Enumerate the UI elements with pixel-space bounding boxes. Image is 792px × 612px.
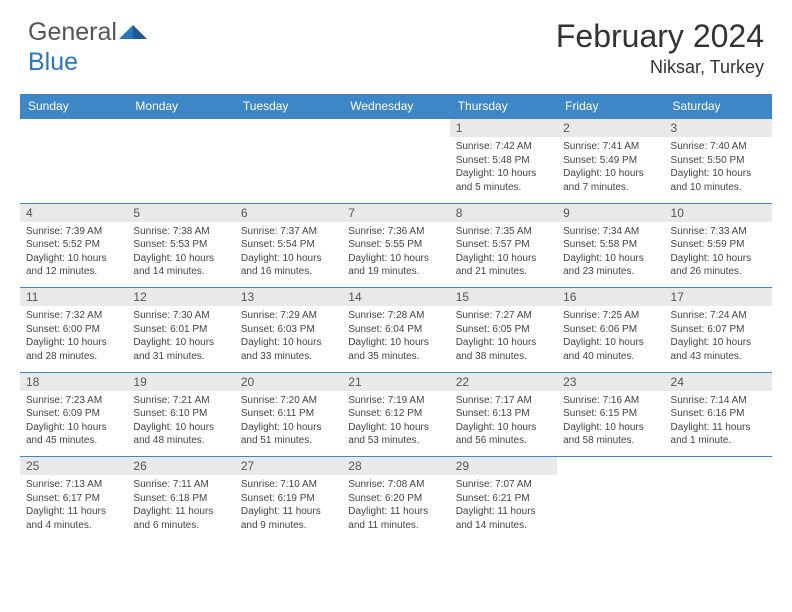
day-number-cell: 6: [235, 203, 342, 222]
day-detail-cell: Sunrise: 7:36 AMSunset: 5:55 PMDaylight:…: [342, 222, 449, 288]
day-detail-cell: [20, 137, 127, 203]
day-number-cell: 19: [127, 372, 234, 391]
day-detail-cell: Sunrise: 7:41 AMSunset: 5:49 PMDaylight:…: [557, 137, 664, 203]
title-block: February 2024 Niksar, Turkey: [556, 18, 764, 78]
day-number-cell: [342, 119, 449, 138]
day-detail-cell: Sunrise: 7:28 AMSunset: 6:04 PMDaylight:…: [342, 306, 449, 372]
weekday-header: Wednesday: [342, 94, 449, 119]
day-detail-cell: Sunrise: 7:29 AMSunset: 6:03 PMDaylight:…: [235, 306, 342, 372]
day-number-cell: 21: [342, 372, 449, 391]
day-detail-row: Sunrise: 7:23 AMSunset: 6:09 PMDaylight:…: [20, 391, 772, 457]
day-detail-cell: Sunrise: 7:17 AMSunset: 6:13 PMDaylight:…: [450, 391, 557, 457]
day-number-cell: 17: [665, 288, 772, 307]
day-detail-cell: Sunrise: 7:25 AMSunset: 6:06 PMDaylight:…: [557, 306, 664, 372]
logo-text-blue: Blue: [28, 48, 78, 77]
day-number-cell: 20: [235, 372, 342, 391]
day-detail-cell: Sunrise: 7:16 AMSunset: 6:15 PMDaylight:…: [557, 391, 664, 457]
day-number-cell: 5: [127, 203, 234, 222]
day-detail-cell: Sunrise: 7:11 AMSunset: 6:18 PMDaylight:…: [127, 475, 234, 541]
logo-text-gray: General: [28, 18, 117, 47]
day-detail-row: Sunrise: 7:42 AMSunset: 5:48 PMDaylight:…: [20, 137, 772, 203]
day-detail-cell: [342, 137, 449, 203]
day-detail-cell: Sunrise: 7:23 AMSunset: 6:09 PMDaylight:…: [20, 391, 127, 457]
day-number-row: 2526272829: [20, 457, 772, 476]
day-detail-cell: Sunrise: 7:37 AMSunset: 5:54 PMDaylight:…: [235, 222, 342, 288]
day-detail-cell: Sunrise: 7:32 AMSunset: 6:00 PMDaylight:…: [20, 306, 127, 372]
day-detail-cell: Sunrise: 7:21 AMSunset: 6:10 PMDaylight:…: [127, 391, 234, 457]
day-number-cell: [20, 119, 127, 138]
location: Niksar, Turkey: [556, 57, 764, 78]
day-number-cell: 18: [20, 372, 127, 391]
day-detail-cell: [127, 137, 234, 203]
day-number-cell: 12: [127, 288, 234, 307]
day-number-row: 45678910: [20, 203, 772, 222]
day-detail-cell: Sunrise: 7:27 AMSunset: 6:05 PMDaylight:…: [450, 306, 557, 372]
day-number-row: 18192021222324: [20, 372, 772, 391]
day-detail-cell: Sunrise: 7:30 AMSunset: 6:01 PMDaylight:…: [127, 306, 234, 372]
logo-triangle-icon: [119, 23, 147, 43]
day-detail-row: Sunrise: 7:32 AMSunset: 6:00 PMDaylight:…: [20, 306, 772, 372]
day-detail-cell: [557, 475, 664, 541]
day-number-cell: [557, 457, 664, 476]
day-number-cell: 13: [235, 288, 342, 307]
day-number-cell: 3: [665, 119, 772, 138]
day-number-cell: 23: [557, 372, 664, 391]
day-detail-row: Sunrise: 7:39 AMSunset: 5:52 PMDaylight:…: [20, 222, 772, 288]
day-number-cell: 29: [450, 457, 557, 476]
day-detail-cell: [665, 475, 772, 541]
day-detail-cell: Sunrise: 7:24 AMSunset: 6:07 PMDaylight:…: [665, 306, 772, 372]
day-detail-cell: Sunrise: 7:19 AMSunset: 6:12 PMDaylight:…: [342, 391, 449, 457]
day-number-cell: 2: [557, 119, 664, 138]
day-number-cell: 15: [450, 288, 557, 307]
day-detail-cell: Sunrise: 7:33 AMSunset: 5:59 PMDaylight:…: [665, 222, 772, 288]
day-detail-cell: Sunrise: 7:34 AMSunset: 5:58 PMDaylight:…: [557, 222, 664, 288]
day-number-cell: 16: [557, 288, 664, 307]
day-detail-cell: Sunrise: 7:39 AMSunset: 5:52 PMDaylight:…: [20, 222, 127, 288]
day-number-cell: 14: [342, 288, 449, 307]
day-number-row: 123: [20, 119, 772, 138]
day-detail-cell: Sunrise: 7:20 AMSunset: 6:11 PMDaylight:…: [235, 391, 342, 457]
logo: General: [28, 18, 149, 47]
day-detail-cell: Sunrise: 7:14 AMSunset: 6:16 PMDaylight:…: [665, 391, 772, 457]
day-detail-cell: Sunrise: 7:35 AMSunset: 5:57 PMDaylight:…: [450, 222, 557, 288]
day-number-cell: [127, 119, 234, 138]
weekday-header-row: SundayMondayTuesdayWednesdayThursdayFrid…: [20, 94, 772, 119]
weekday-header: Monday: [127, 94, 234, 119]
day-detail-cell: Sunrise: 7:08 AMSunset: 6:20 PMDaylight:…: [342, 475, 449, 541]
weekday-header: Saturday: [665, 94, 772, 119]
header: General February 2024 Niksar, Turkey: [0, 0, 792, 82]
calendar-table: SundayMondayTuesdayWednesdayThursdayFrid…: [20, 94, 772, 541]
day-number-cell: 22: [450, 372, 557, 391]
day-number-row: 11121314151617: [20, 288, 772, 307]
month-title: February 2024: [556, 18, 764, 55]
weekday-header: Tuesday: [235, 94, 342, 119]
day-number-cell: 10: [665, 203, 772, 222]
day-detail-cell: Sunrise: 7:13 AMSunset: 6:17 PMDaylight:…: [20, 475, 127, 541]
day-detail-row: Sunrise: 7:13 AMSunset: 6:17 PMDaylight:…: [20, 475, 772, 541]
day-number-cell: 4: [20, 203, 127, 222]
day-number-cell: 7: [342, 203, 449, 222]
day-number-cell: 8: [450, 203, 557, 222]
weekday-header: Thursday: [450, 94, 557, 119]
day-number-cell: 26: [127, 457, 234, 476]
day-detail-cell: Sunrise: 7:38 AMSunset: 5:53 PMDaylight:…: [127, 222, 234, 288]
day-detail-cell: Sunrise: 7:40 AMSunset: 5:50 PMDaylight:…: [665, 137, 772, 203]
day-number-cell: [235, 119, 342, 138]
day-detail-cell: [235, 137, 342, 203]
day-number-cell: 9: [557, 203, 664, 222]
day-number-cell: 27: [235, 457, 342, 476]
day-number-cell: 1: [450, 119, 557, 138]
day-number-cell: 24: [665, 372, 772, 391]
day-detail-cell: Sunrise: 7:10 AMSunset: 6:19 PMDaylight:…: [235, 475, 342, 541]
weekday-header: Sunday: [20, 94, 127, 119]
day-detail-cell: Sunrise: 7:42 AMSunset: 5:48 PMDaylight:…: [450, 137, 557, 203]
day-number-cell: 28: [342, 457, 449, 476]
day-number-cell: 25: [20, 457, 127, 476]
weekday-header: Friday: [557, 94, 664, 119]
day-number-cell: 11: [20, 288, 127, 307]
day-number-cell: [665, 457, 772, 476]
day-detail-cell: Sunrise: 7:07 AMSunset: 6:21 PMDaylight:…: [450, 475, 557, 541]
